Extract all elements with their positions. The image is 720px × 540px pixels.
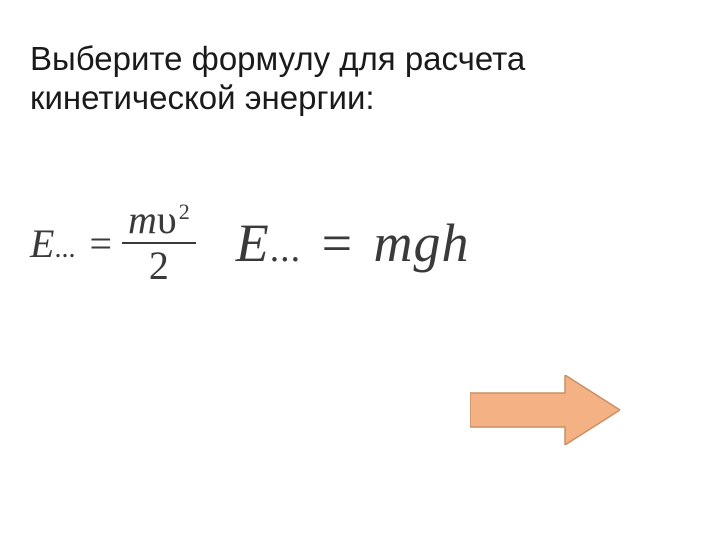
- option-kinetic-formula[interactable]: E... = mυ2 2: [30, 200, 196, 286]
- kinetic-ellipsis: ...: [54, 233, 75, 264]
- next-arrow[interactable]: [470, 375, 620, 450]
- kinetic-equals: =: [89, 221, 112, 266]
- option-potential-formula[interactable]: E... = mgh: [236, 212, 470, 274]
- kinetic-v: υ: [157, 197, 177, 242]
- kinetic-exp: 2: [179, 199, 190, 224]
- kinetic-denominator: 2: [149, 244, 169, 286]
- arrow-right-icon: [470, 375, 620, 445]
- kinetic-m: m: [128, 197, 157, 242]
- kinetic-lhs: E... =: [30, 220, 116, 267]
- question-text: Выберите формулу для расчета кинетическо…: [30, 40, 690, 118]
- kinetic-fraction: mυ2 2: [122, 200, 196, 286]
- potential-rhs: mgh: [374, 213, 470, 273]
- potential-ellipsis: ...: [270, 228, 301, 270]
- options-row: E... = mυ2 2 E... = mgh: [30, 200, 690, 286]
- kinetic-E: E: [30, 221, 54, 266]
- kinetic-numerator: mυ2: [122, 200, 196, 244]
- potential-E: E: [236, 213, 270, 273]
- potential-equals: =: [322, 213, 353, 273]
